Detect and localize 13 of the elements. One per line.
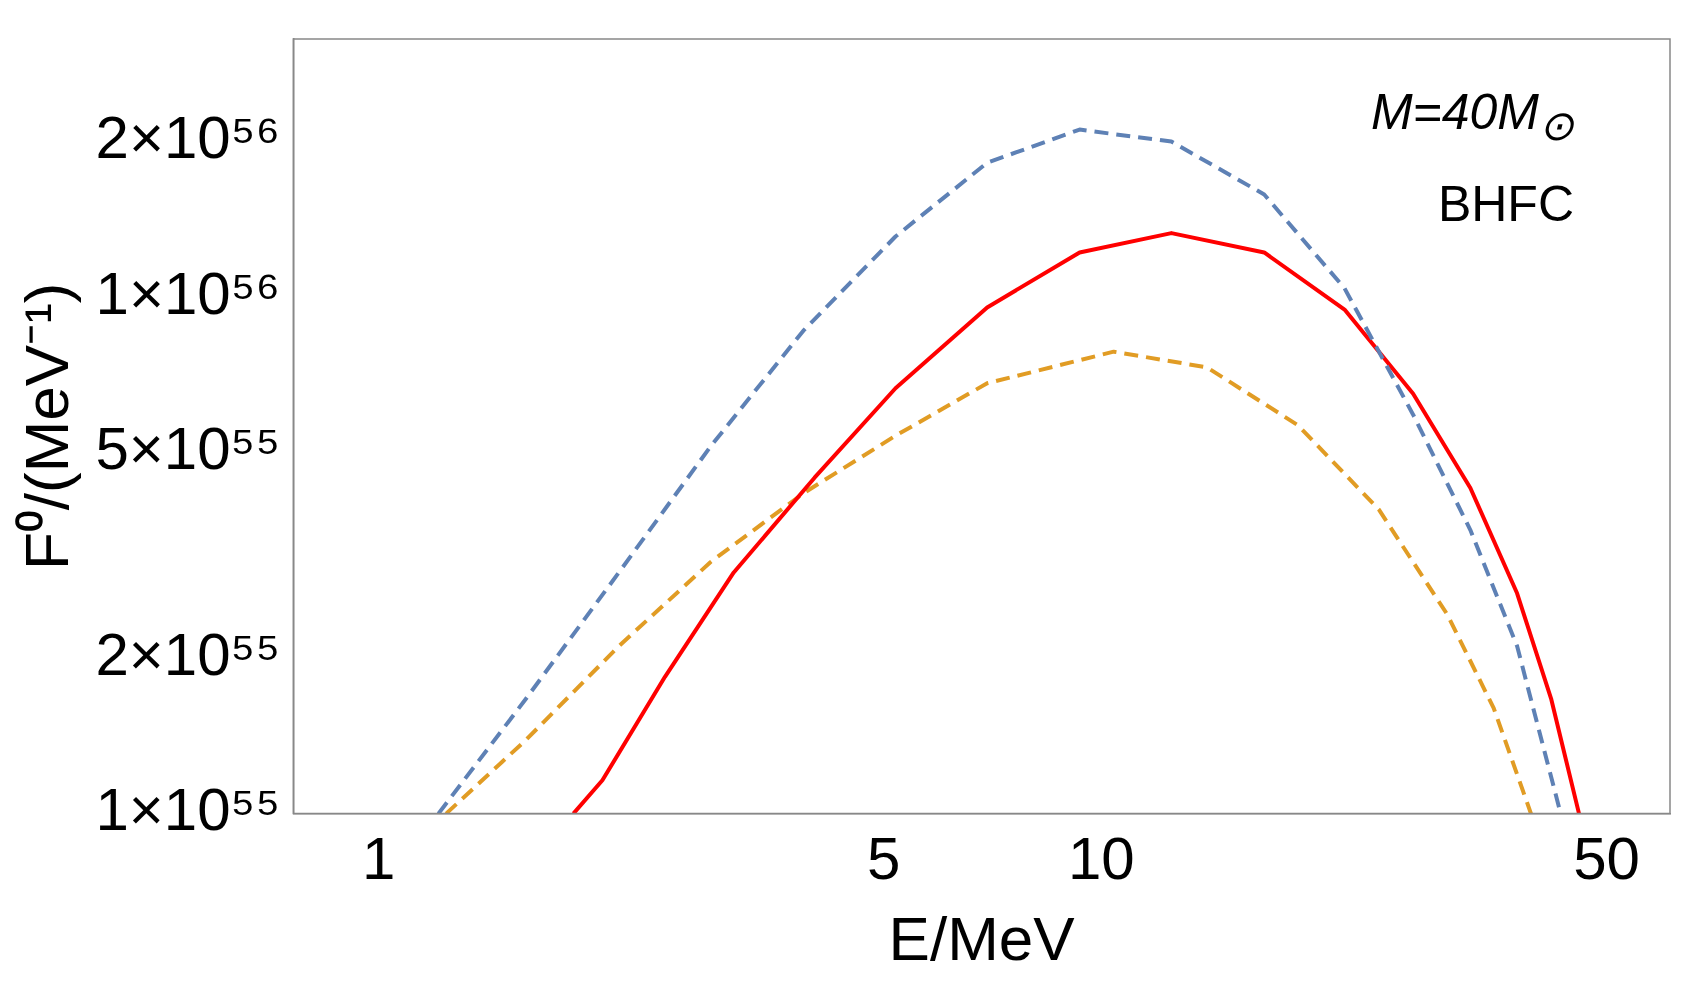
x-tick-label: 5: [867, 825, 901, 893]
y-tick-label: 2×10⁵⁵: [95, 620, 281, 688]
y-tick-label: 1×10⁵⁶: [95, 259, 281, 327]
y-tick-label: 2×10⁵⁶: [95, 104, 281, 172]
y-tick-label: 1×10⁵⁵: [95, 776, 281, 844]
y-tick-label: 5×10⁵⁵: [95, 415, 281, 483]
x-axis-title: E/MeV: [888, 903, 1076, 973]
y-axis-title: F⁰/(MeV⁻¹): [12, 282, 82, 571]
x-tick-label: 50: [1573, 825, 1640, 893]
annotation: BHFC: [1436, 174, 1574, 234]
annotation: M=40M$_{⊙}$: [1370, 83, 1574, 151]
x-tick-label: 10: [1067, 825, 1135, 893]
x-tick-label: 1: [361, 825, 396, 893]
